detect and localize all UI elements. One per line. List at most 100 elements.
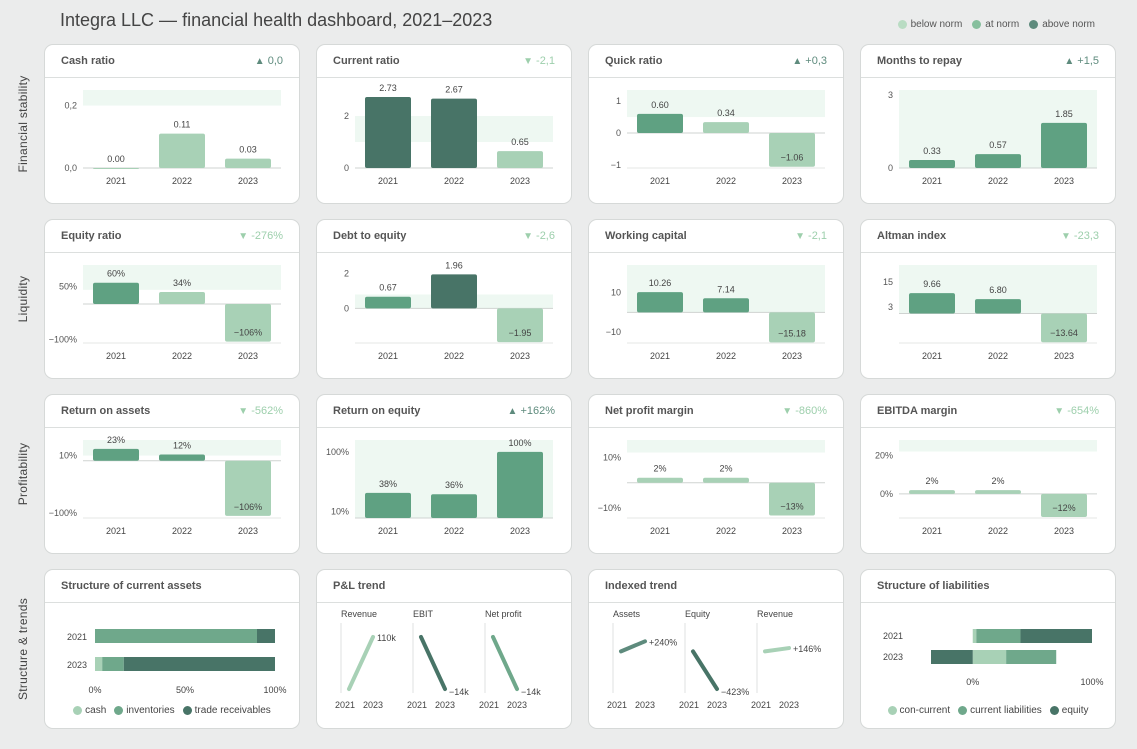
x-tick-label: 2021 (106, 526, 126, 536)
card-indexed-trend[interactable]: Indexed trend Assets +240% 2021 2023 Equity −4… (588, 569, 844, 729)
bar-2021[interactable] (365, 492, 411, 518)
card-return-on-equity[interactable]: Return on equity ▲ +162% 10% 100% 38% 2021 36% 2… (316, 394, 572, 554)
bar-2022[interactable] (975, 154, 1021, 168)
card-title: Return on assets (61, 405, 151, 417)
legend-dot (114, 706, 124, 715)
card-chart: 0,0 0,2 0.00 2021 0.11 2022 0.03 2023 (64, 90, 281, 186)
legend-dot (1049, 706, 1059, 715)
bar-2022[interactable] (159, 454, 205, 461)
bar-2023[interactable] (1041, 313, 1087, 343)
bar-2023[interactable] (225, 304, 271, 342)
card-altman-index[interactable]: Altman index ▼ -23,3 3 15 9.66 2021 6.80 2022 −13… (860, 219, 1116, 379)
segment-inventories-2021[interactable] (95, 629, 257, 643)
bar-2023[interactable] (497, 151, 543, 168)
card-delta-value: -2,6 (536, 230, 555, 242)
data-label: 36% (445, 480, 463, 490)
y-tick-label: 0,0 (64, 163, 77, 173)
trend-line-revenue[interactable] (763, 646, 791, 654)
trend-line-assets[interactable] (619, 639, 647, 654)
bar-2022[interactable] (703, 298, 749, 313)
bar-2022[interactable] (159, 291, 205, 304)
segment-con-current-2023[interactable] (972, 650, 1007, 664)
bar-2023[interactable] (1041, 493, 1087, 518)
bar-2023[interactable] (769, 482, 815, 516)
card-ebitda-margin[interactable]: EBITDA margin ▼ -654% 0% 20% 2% 2021 2% 2022 −12%… (860, 394, 1116, 554)
legend-item-equity: equity (1049, 705, 1088, 716)
card-title: Working capital (605, 230, 687, 242)
card-return-on-assets[interactable]: Return on assets ▼ -562% −100% 10% 23% 2021 12%… (44, 394, 300, 554)
trend-line-ebit[interactable] (419, 635, 447, 691)
card-header: Structure of current assets (45, 570, 299, 603)
bar-2021[interactable] (637, 477, 683, 483)
legend-item-trade-receivables: trade receivables (182, 705, 271, 716)
card-pandl-trend[interactable]: P&L trend Revenue 110k 2021 2023 EBIT −14k 2021… (316, 569, 572, 729)
bar-2021[interactable] (93, 448, 139, 461)
bar-2022[interactable] (431, 274, 477, 309)
data-label: 10.26 (649, 278, 672, 288)
data-label: 23% (107, 435, 125, 445)
bar-2022[interactable] (159, 133, 205, 168)
y-tick-label: 50% (59, 281, 77, 291)
card-cash-ratio[interactable]: Cash ratio ▲ 0,0 0,0 0,2 0.00 2021 0.11 2022 0.03… (44, 44, 300, 204)
segment-equity-2021[interactable] (1020, 629, 1092, 643)
legend-dot (182, 706, 192, 715)
x-tick-label: 2022 (172, 351, 192, 361)
x-tick-label: 2021 (378, 176, 398, 186)
bar-2021[interactable] (909, 159, 955, 168)
bar-2023[interactable] (497, 308, 543, 343)
segment-cash-2023[interactable] (95, 657, 103, 671)
x-tick-label: 2023 (782, 351, 802, 361)
card-months-to-repay[interactable]: Months to repay ▲ +1,5 0 3 0.33 2021 0.57 2022 1.… (860, 44, 1116, 204)
row-label: 2023 (67, 660, 87, 670)
card-quick-ratio[interactable]: Quick ratio ▲ +0,3 −1 0 1 0.60 2021 0.34 2022 −1.0… (588, 44, 844, 204)
segment-inventories-2023[interactable] (102, 657, 124, 671)
y-tick-label: −100% (49, 334, 77, 344)
data-label: 9.66 (923, 279, 941, 289)
bar-2023[interactable] (225, 460, 271, 516)
bar-2022[interactable] (431, 494, 477, 518)
bar-2023[interactable] (769, 132, 815, 167)
segment-equity-2023[interactable] (931, 650, 973, 664)
bar-2021[interactable] (365, 97, 411, 168)
bar-2021[interactable] (637, 113, 683, 133)
y-tick-label: 0 (616, 128, 621, 138)
card-structure-of-liabilities[interactable]: Structure of liabilities 2021 2023 0% 100% co… (860, 569, 1116, 729)
card-equity-ratio[interactable]: Equity ratio ▼ -276% −100% 50% 60% 2021 34% 2022… (44, 219, 300, 379)
segment-current-liabilities-2023[interactable] (1006, 650, 1057, 664)
bar-2021[interactable] (93, 168, 139, 169)
x-tick-label: 2023 (238, 176, 258, 186)
x-tick-label: 2023 (363, 700, 383, 710)
legend-dot (73, 706, 83, 715)
bar-2022[interactable] (703, 477, 749, 483)
data-label: 2% (925, 476, 938, 486)
trend-line-equity[interactable] (691, 649, 719, 691)
card-debt-to-equity[interactable]: Debt to equity ▼ -2,6 0 2 0.67 2021 1.96 2022 −1.… (316, 219, 572, 379)
bar-2023[interactable] (225, 158, 271, 168)
segment-con-current-2021[interactable] (972, 629, 977, 643)
trend-line-revenue[interactable] (347, 635, 375, 691)
series-title: EBIT (413, 609, 434, 619)
x-tick-label: 2021 (922, 351, 942, 361)
segment-current-liabilities-2021[interactable] (976, 629, 1021, 643)
card-working-capital[interactable]: Working capital ▼ -2,1 −10 10 10.26 2021 7.14 20… (588, 219, 844, 379)
segment-trade-receivables-2021[interactable] (257, 629, 275, 643)
bar-2023[interactable] (1041, 122, 1087, 168)
bar-2022[interactable] (431, 98, 477, 168)
bar-2022[interactable] (975, 490, 1021, 494)
bar-2022[interactable] (703, 122, 749, 133)
bar-2021[interactable] (909, 490, 955, 494)
data-label: 0.67 (379, 283, 397, 293)
bar-2021[interactable] (93, 282, 139, 304)
card-net-profit-margin[interactable]: Net profit margin ▼ -860% −10% 10% 2% 2021 2% 20… (588, 394, 844, 554)
bar-2022[interactable] (975, 299, 1021, 314)
bar-2021[interactable] (365, 296, 411, 309)
bar-2023[interactable] (497, 451, 543, 518)
trend-line-net-profit[interactable] (491, 635, 519, 691)
bar-2023[interactable] (769, 312, 815, 343)
card-header: EBITDA margin ▼ -654% (861, 395, 1115, 428)
card-structure-of-current-assets[interactable]: Structure of current assets 2021 2023 0% 50%… (44, 569, 300, 729)
segment-trade-receivables-2023[interactable] (123, 657, 275, 671)
bar-2021[interactable] (909, 293, 955, 314)
card-current-ratio[interactable]: Current ratio ▼ -2,1 0 2 2.73 2021 2.67 2022 0.65… (316, 44, 572, 204)
bar-2021[interactable] (637, 292, 683, 313)
